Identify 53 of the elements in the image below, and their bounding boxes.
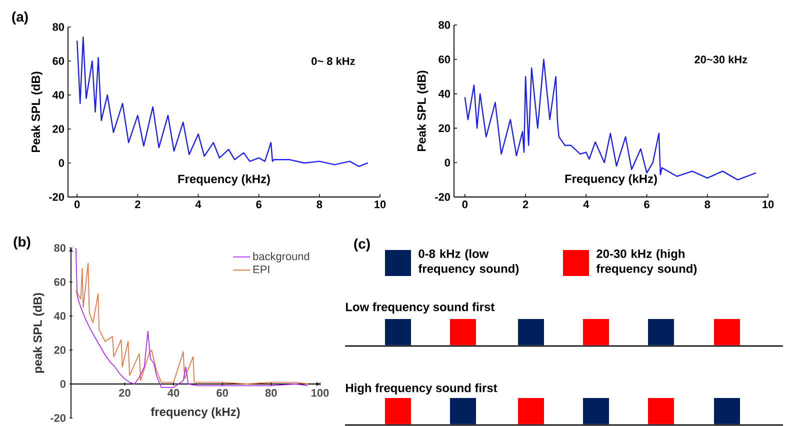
x-tick-label: 4 (583, 200, 590, 208)
x-tick-label: 8 (316, 200, 322, 208)
y-tick-label: 40 (438, 90, 450, 98)
y-tick-label: 80 (52, 23, 64, 31)
annotation: 0~ 8 kHz (312, 56, 355, 66)
line-series (76, 36, 368, 167)
y-tick-label: 80 (54, 244, 66, 252)
x-axis-title: Frequency (kHz) (565, 174, 657, 186)
x-tick-label: 20 (118, 389, 130, 397)
text: 0-8 kHz (low frequency sound) (418, 249, 519, 276)
x-tick-label: 6 (256, 200, 262, 208)
x-tick-label: 8 (704, 200, 710, 208)
legend-label: background (253, 252, 310, 262)
y-tick-label: 80 (438, 21, 450, 29)
x-tick-label: 4 (195, 200, 202, 208)
y-tick-label: 60 (52, 57, 64, 65)
x-axis-title: frequency (kHz) (150, 407, 240, 418)
annotation: 20~30 kHz (694, 55, 748, 64)
y-tick-label: 0 (444, 158, 450, 166)
text: High frequency sound first (346, 383, 498, 395)
x-tick-label: 10 (374, 200, 386, 208)
x-tick-label: 80 (265, 389, 277, 397)
y-tick-label: 40 (52, 91, 64, 99)
x-tick-label: 60 (216, 389, 228, 397)
y-tick-label: 60 (438, 56, 450, 64)
y-axis-title: Peak SPL (dB) (417, 70, 428, 152)
y-axis-title: Peak SPL (dB) (31, 72, 42, 152)
y-axis-title: peak SPL (dB) (33, 293, 44, 373)
y-tick-label: -20 (50, 414, 66, 422)
chart-title: (b) (14, 236, 30, 250)
y-tick-label: 20 (54, 346, 66, 354)
y-tick-label: -20 (435, 193, 450, 201)
chart-title: (a) (12, 11, 28, 24)
x-tick-label: 6 (644, 200, 650, 208)
y-tick-label: 20 (52, 125, 64, 133)
x-axis-title: Frequency (kHz) (178, 174, 270, 186)
text: (c) (354, 238, 370, 252)
y-tick-label: 60 (54, 278, 66, 286)
text: Low frequency sound first (346, 302, 495, 314)
x-tick-label: 10 (762, 200, 774, 208)
x-tick-label: 100 (312, 389, 329, 397)
y-tick-label: -20 (49, 193, 64, 201)
x-tick-label: 2 (135, 200, 140, 208)
x-tick-label: 40 (168, 389, 180, 397)
legend-label: EPI (253, 266, 270, 274)
x-tick-label: 0 (462, 200, 468, 208)
text: 20-30 kHz (high frequency sound) (596, 249, 697, 276)
y-tick-label: 20 (438, 124, 450, 132)
y-tick-label: 0 (60, 380, 66, 388)
x-tick-label: 0 (74, 200, 80, 208)
y-tick-label: 40 (54, 312, 66, 320)
y-tick-label: 0 (58, 159, 64, 167)
x-tick-label: 2 (522, 200, 528, 208)
